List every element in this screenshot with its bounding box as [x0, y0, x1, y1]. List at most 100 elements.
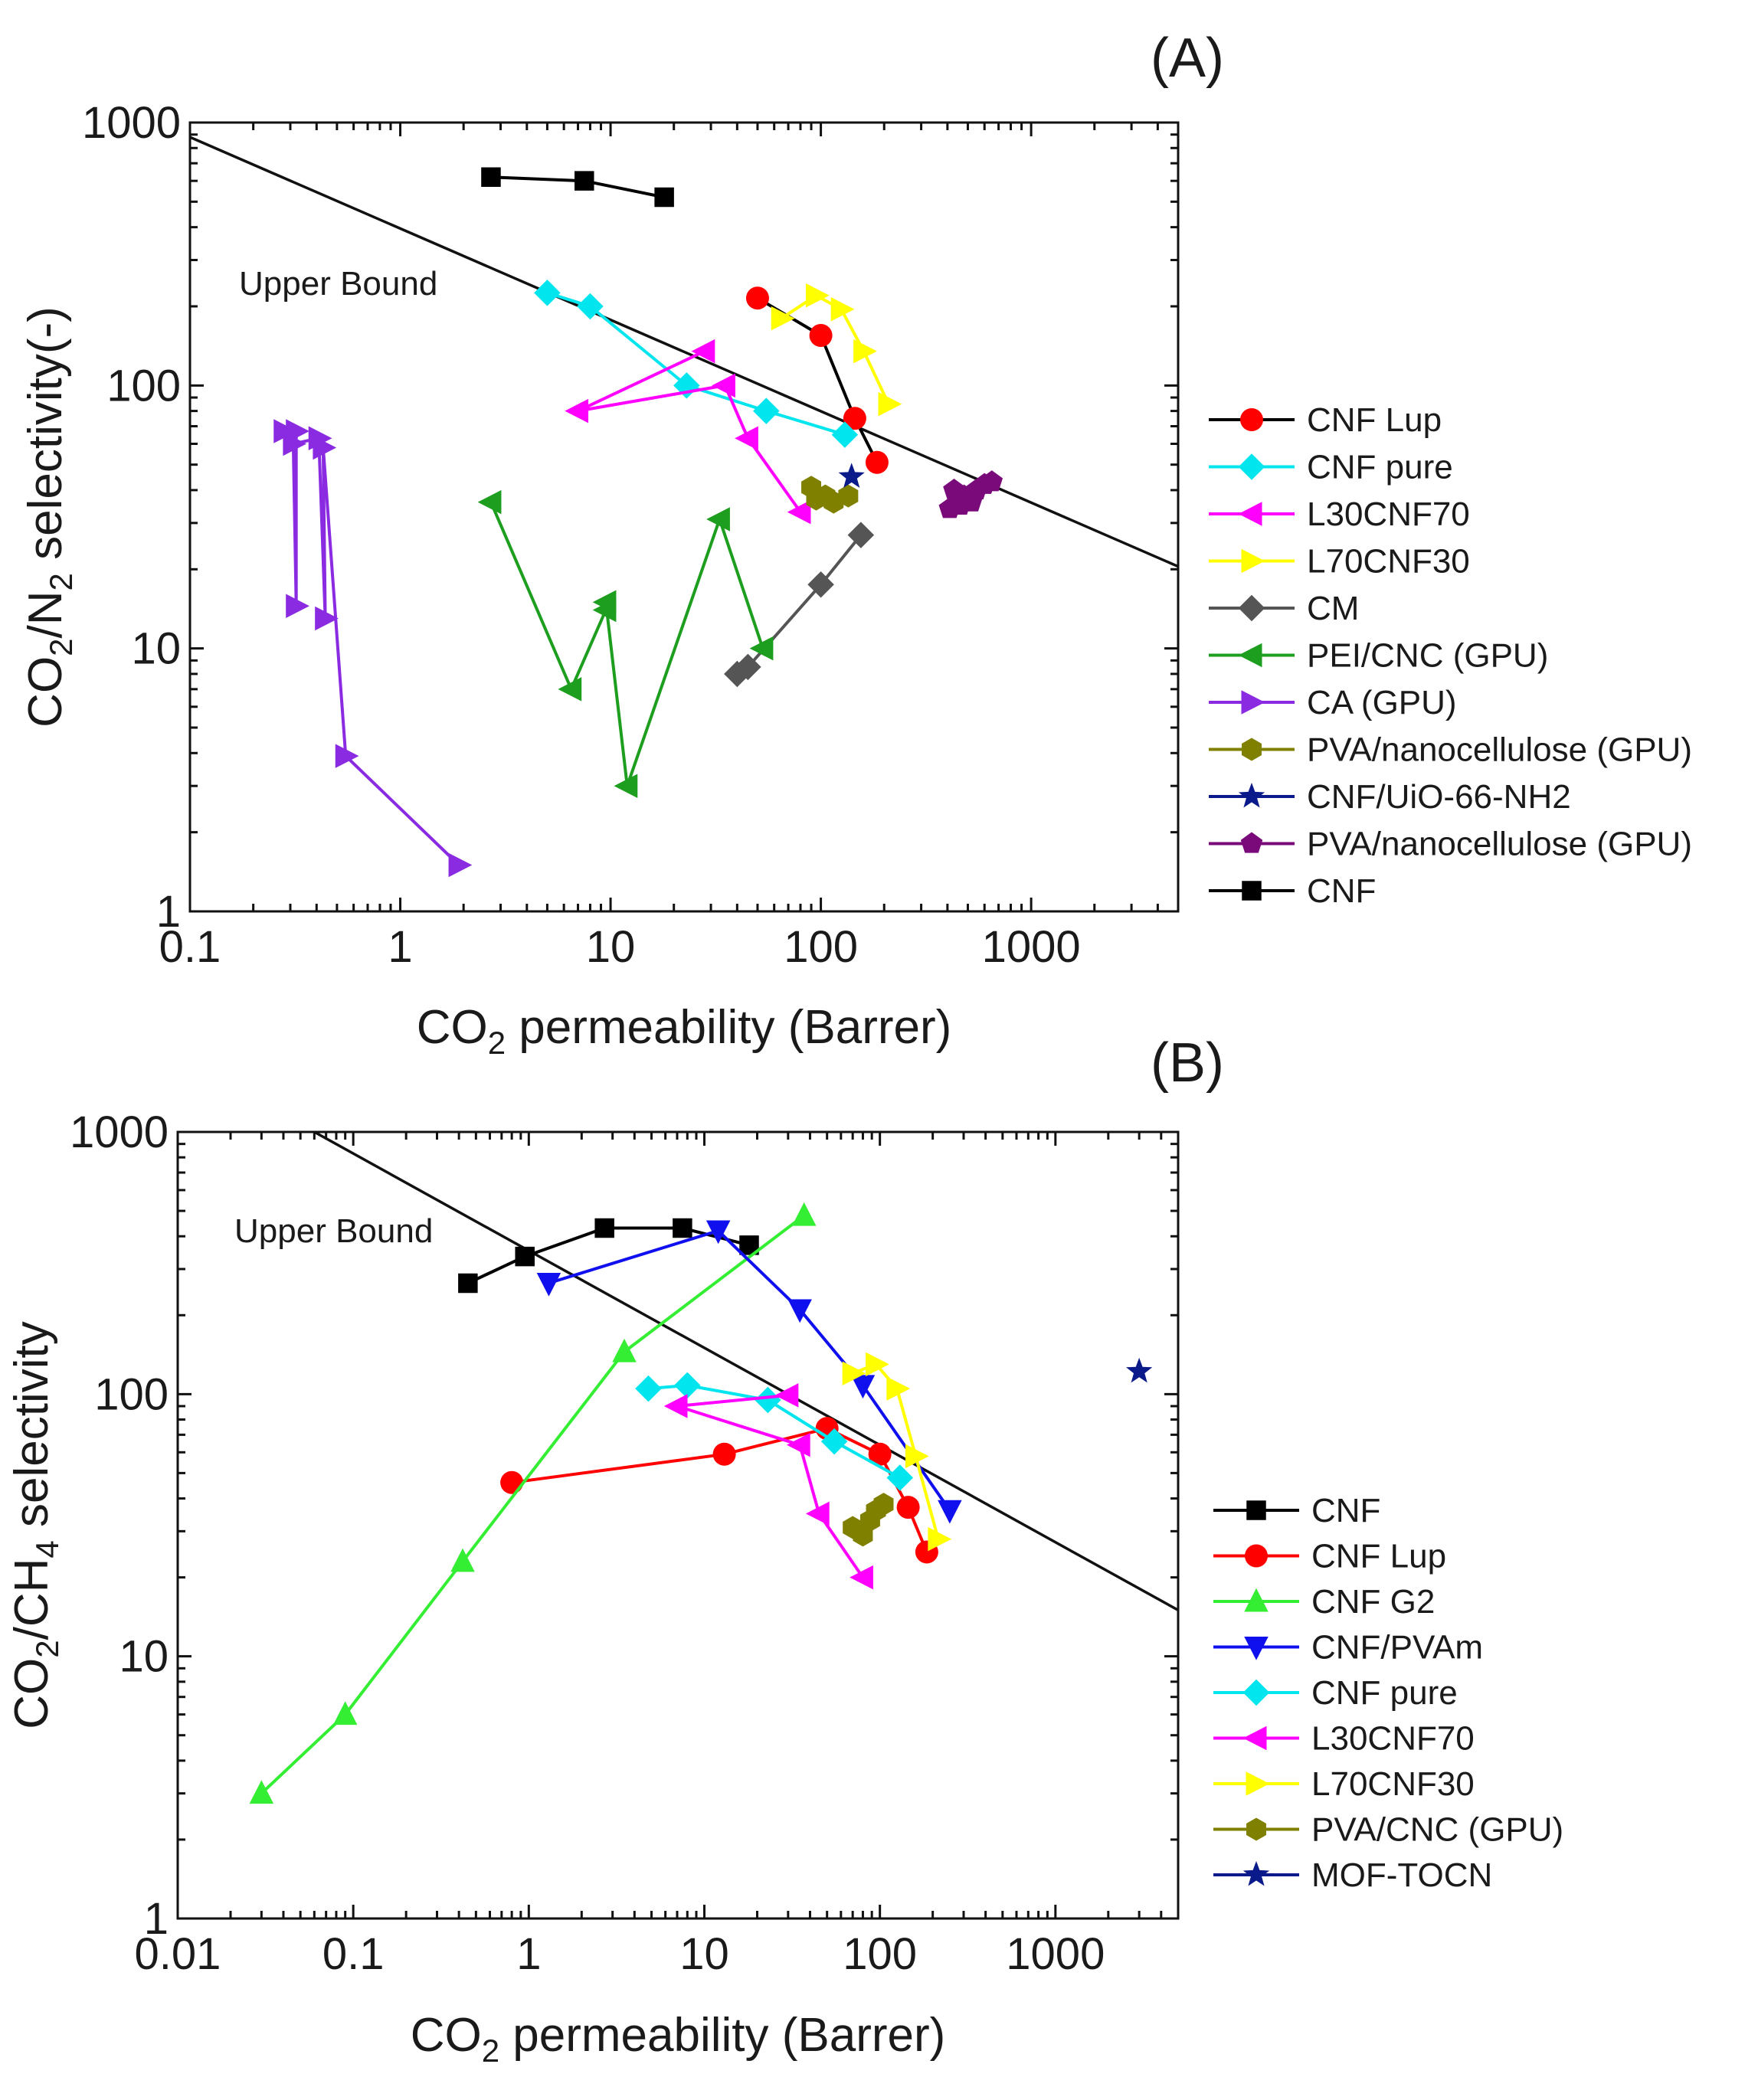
- data-point: [873, 1493, 894, 1516]
- legend-marker: [1238, 594, 1265, 622]
- y-axis-title: CO2/N2 selectivity(-): [19, 306, 79, 728]
- data-point: [843, 407, 866, 430]
- series-ca-gpu: [273, 419, 473, 878]
- data-point: [809, 323, 833, 347]
- legend-label: L70CNF30: [1307, 543, 1470, 581]
- legend-label: L30CNF70: [1307, 496, 1470, 533]
- legend-marker: [1246, 1817, 1266, 1841]
- legend-label: PEI/CNC (GPU): [1307, 637, 1548, 675]
- data-point: [705, 1220, 731, 1245]
- data-point: [286, 594, 309, 619]
- data-point: [673, 372, 700, 399]
- data-point: [886, 1376, 911, 1401]
- x-axis-title: CO2 permeability (Barrer): [417, 1001, 952, 1061]
- data-point: [820, 1428, 848, 1455]
- x-axis-title: CO2 permeability (Barrer): [411, 2009, 946, 2069]
- legend-item-cnf-pure: CNF pure: [1209, 449, 1453, 486]
- data-point: [786, 1432, 810, 1457]
- y-tick-label: 10: [131, 624, 181, 674]
- data-point: [850, 1375, 876, 1399]
- data-point: [739, 1235, 759, 1255]
- legend-item-cnf-uio-66-nh2: CNF/UiO-66-NH2: [1209, 778, 1571, 816]
- legend-marker: [1245, 1544, 1268, 1568]
- data-point: [928, 1526, 952, 1552]
- legend-marker: [1238, 502, 1262, 526]
- data-point: [594, 1218, 614, 1238]
- data-point: [249, 1780, 274, 1804]
- legend-label: PVA/nanocellulose (GPU): [1307, 826, 1692, 863]
- data-point: [830, 297, 855, 322]
- legend-marker: [1240, 408, 1263, 431]
- legend-marker: [1238, 783, 1265, 808]
- legend-label: CA (GPU): [1307, 684, 1457, 721]
- data-point: [831, 421, 859, 448]
- x-tick-label: 1: [388, 922, 412, 972]
- data-point: [774, 1383, 799, 1408]
- legend-item-pva-cnc-gpu: PVA/CNC (GPU): [1213, 1811, 1563, 1849]
- legend-label: CNF G2: [1311, 1583, 1435, 1621]
- legend-label: CNF Lup: [1307, 401, 1442, 439]
- legend-marker: [1238, 453, 1265, 480]
- data-point: [575, 171, 594, 191]
- y-tick-label: 1000: [82, 98, 181, 148]
- legend-marker: [1241, 690, 1265, 715]
- series-pva-nanocellulose-gpu: [938, 470, 1003, 518]
- data-point: [313, 435, 337, 460]
- upper-bound-line: [190, 136, 1178, 568]
- x-tick-label: 1000: [1006, 1929, 1105, 1979]
- legend-item-cnf-pure: CNF pure: [1213, 1674, 1458, 1712]
- x-tick-label: 0.01: [135, 1929, 221, 1979]
- data-point: [273, 419, 298, 443]
- data-point: [735, 653, 761, 681]
- legend-item-cnf-lup: CNF Lup: [1209, 401, 1442, 439]
- x-tick-label: 0.1: [322, 1929, 385, 1979]
- data-point: [745, 286, 769, 310]
- legend-label: L30CNF70: [1311, 1720, 1475, 1758]
- upper-bound-label: Upper Bound: [234, 1212, 433, 1250]
- x-tick-label: 100: [784, 922, 858, 972]
- data-point: [481, 167, 501, 188]
- legend-label: CNF: [1311, 1492, 1380, 1529]
- data-point: [450, 1548, 475, 1572]
- y-tick-label: 1000: [70, 1107, 169, 1157]
- y-tick-label: 100: [94, 1369, 169, 1419]
- data-point: [805, 283, 830, 308]
- series-mof-tocn: [1126, 1357, 1153, 1383]
- series-cnf-g2: [249, 1202, 817, 1804]
- legend-item-l30cnf70: L30CNF70: [1213, 1720, 1475, 1758]
- legend-item-pva-nanocellulose-gpu: PVA/nanocellulose (GPU): [1209, 731, 1692, 769]
- series-pva-cnc-gpu: [843, 1493, 894, 1547]
- series-cnf-pure: [635, 1372, 914, 1491]
- data-point: [515, 1246, 535, 1267]
- x-tick-label: 10: [586, 922, 636, 972]
- data-point: [592, 590, 617, 614]
- panel-b: (B) Upper Bound 0.01 0.1 1 10 100 1000 1 10 100 100…: [5, 1032, 1563, 2069]
- series-l70cnf30: [771, 283, 902, 417]
- data-point: [712, 1442, 736, 1466]
- data-point: [771, 306, 795, 331]
- data-point: [886, 1464, 914, 1491]
- legend-label: PVA/nanocellulose (GPU): [1307, 731, 1692, 769]
- legend-label: CNF pure: [1311, 1674, 1458, 1712]
- data-point: [565, 398, 589, 424]
- x-tick-label: 100: [843, 1929, 917, 1979]
- legend: CNF Lup CNF pure L30CNF70 L70CNF30 CM PEI/CNC…: [1209, 401, 1692, 910]
- data-point: [577, 293, 604, 320]
- data-point: [749, 636, 774, 661]
- data-point: [980, 470, 1003, 492]
- legend-marker: [1242, 881, 1262, 901]
- data-point: [315, 606, 339, 631]
- legend-marker: [1242, 738, 1262, 761]
- legend-item-l70cnf30: L70CNF30: [1213, 1765, 1475, 1803]
- series-l30cnf70: [663, 1383, 873, 1590]
- panel-label: (A): [1151, 28, 1224, 89]
- data-point: [878, 391, 902, 417]
- data-point: [448, 852, 473, 878]
- legend-marker: [1246, 1771, 1270, 1796]
- legend-marker: [1241, 548, 1265, 574]
- upper-bound-label: Upper Bound: [239, 265, 437, 303]
- legend-label: CNF/PVAm: [1311, 1629, 1483, 1667]
- data-point: [712, 373, 735, 398]
